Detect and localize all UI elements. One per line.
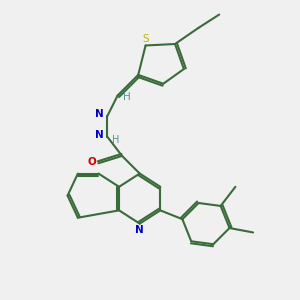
Text: N: N — [135, 225, 143, 235]
Text: N: N — [95, 109, 103, 119]
Text: N: N — [95, 130, 103, 140]
Text: O: O — [88, 157, 96, 167]
Text: H: H — [123, 92, 131, 102]
Text: S: S — [142, 34, 149, 44]
Text: H: H — [112, 135, 119, 145]
